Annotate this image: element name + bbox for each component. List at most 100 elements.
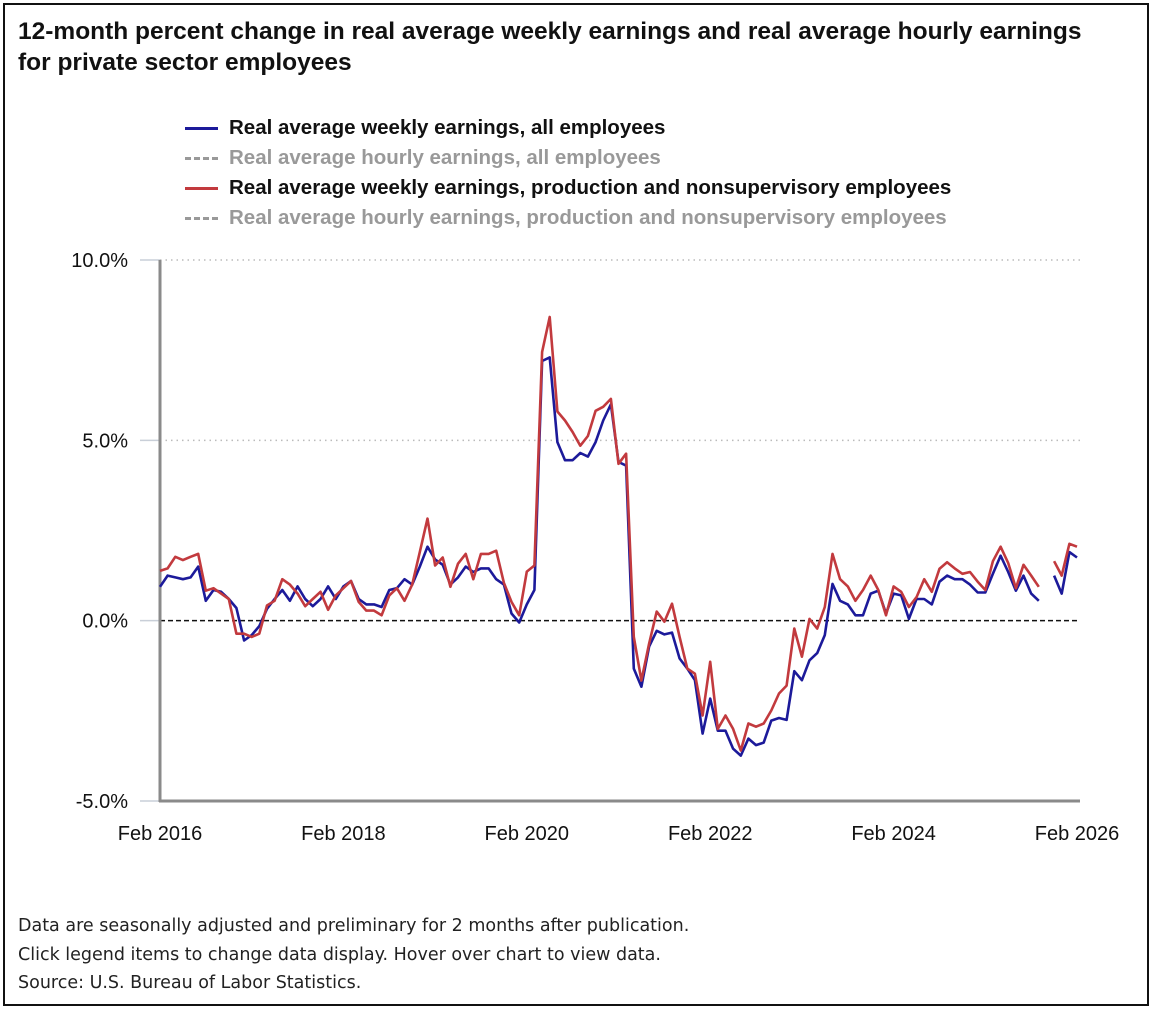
data-point[interactable] (745, 736, 751, 742)
data-point[interactable] (829, 551, 835, 557)
data-point[interactable] (1028, 573, 1034, 579)
data-point[interactable] (509, 599, 515, 605)
data-point[interactable] (539, 349, 545, 355)
data-point[interactable] (600, 417, 606, 423)
data-point[interactable] (402, 576, 408, 582)
data-point[interactable] (646, 641, 652, 647)
data-point[interactable] (554, 439, 560, 445)
data-point[interactable] (967, 569, 973, 575)
data-point[interactable] (593, 408, 599, 414)
data-point[interactable] (868, 591, 874, 597)
data-point[interactable] (967, 582, 973, 588)
data-point[interactable] (180, 576, 186, 582)
data-point[interactable] (929, 601, 935, 607)
data-point[interactable] (379, 612, 385, 618)
data-point[interactable] (860, 612, 866, 618)
series-line-0[interactable] (158, 356, 1078, 757)
data-point[interactable] (722, 713, 728, 719)
legend-item-weekly-all[interactable]: Real average weekly earnings, all employ… (185, 113, 665, 143)
data-point[interactable] (195, 551, 201, 557)
data-point[interactable] (394, 585, 400, 591)
data-point[interactable] (1028, 591, 1034, 597)
data-point[interactable] (936, 579, 942, 585)
data-point[interactable] (310, 603, 316, 609)
data-point[interactable] (241, 631, 247, 637)
data-point[interactable] (340, 585, 346, 591)
data-point[interactable] (791, 668, 797, 674)
data-point[interactable] (616, 461, 622, 467)
data-point[interactable] (707, 659, 713, 665)
data-point[interactable] (356, 599, 362, 605)
data-point[interactable] (608, 396, 614, 402)
data-point[interactable] (295, 591, 301, 597)
data-point[interactable] (188, 574, 194, 580)
data-point[interactable] (1074, 544, 1080, 550)
data-point[interactable] (531, 587, 537, 593)
data-point[interactable] (1051, 573, 1057, 579)
legend-item-hourly-all[interactable]: Real average hourly earnings, all employ… (185, 143, 661, 173)
data-point[interactable] (325, 607, 331, 613)
data-point[interactable] (1059, 591, 1065, 597)
data-point[interactable] (210, 585, 216, 591)
data-point[interactable] (738, 748, 744, 754)
data-point[interactable] (761, 740, 767, 746)
data-point[interactable] (486, 565, 492, 571)
data-point[interactable] (952, 565, 958, 571)
data-point[interactable] (837, 598, 843, 604)
data-point[interactable] (486, 551, 492, 557)
data-point[interactable] (998, 544, 1004, 550)
data-point[interactable] (822, 604, 828, 610)
data-point[interactable] (944, 559, 950, 565)
data-point[interactable] (440, 555, 446, 561)
data-point[interactable] (325, 583, 331, 589)
data-point[interactable] (348, 578, 354, 584)
data-point[interactable] (1036, 598, 1042, 604)
data-point[interactable] (898, 589, 904, 595)
data-point[interactable] (684, 666, 690, 672)
data-point[interactable] (753, 742, 759, 748)
data-point[interactable] (753, 724, 759, 730)
data-point[interactable] (722, 728, 728, 734)
data-point[interactable] (852, 612, 858, 618)
data-point[interactable] (1074, 555, 1080, 561)
data-point[interactable] (501, 580, 507, 586)
data-point[interactable] (875, 587, 881, 593)
data-point[interactable] (417, 549, 423, 555)
data-point[interactable] (906, 616, 912, 622)
data-point[interactable] (799, 654, 805, 660)
data-point[interactable] (593, 439, 599, 445)
data-point[interactable] (799, 677, 805, 683)
data-point[interactable] (1036, 584, 1042, 590)
data-point[interactable] (784, 683, 790, 689)
data-point[interactable] (478, 551, 484, 557)
data-point[interactable] (768, 718, 774, 724)
data-point[interactable] (707, 696, 713, 702)
data-point[interactable] (822, 632, 828, 638)
data-point[interactable] (975, 579, 981, 585)
data-point[interactable] (944, 573, 950, 579)
data-point[interactable] (226, 596, 232, 602)
data-point[interactable] (310, 596, 316, 602)
data-point[interactable] (165, 565, 171, 571)
data-point[interactable] (791, 626, 797, 632)
data-point[interactable] (1021, 562, 1027, 568)
data-point[interactable] (914, 594, 920, 600)
data-point[interactable] (402, 598, 408, 604)
data-point[interactable] (562, 417, 568, 423)
data-point[interactable] (661, 619, 667, 625)
data-point[interactable] (600, 404, 606, 410)
data-point[interactable] (218, 591, 224, 597)
data-point[interactable] (700, 731, 706, 737)
data-point[interactable] (287, 598, 293, 604)
data-point[interactable] (241, 638, 247, 644)
data-point[interactable] (906, 604, 912, 610)
data-point[interactable] (577, 443, 583, 449)
data-point[interactable] (447, 584, 453, 590)
data-point[interactable] (669, 630, 675, 636)
data-point[interactable] (562, 457, 568, 463)
data-point[interactable] (172, 554, 178, 560)
data-point[interactable] (478, 565, 484, 571)
data-point[interactable] (157, 568, 163, 574)
data-point[interactable] (852, 598, 858, 604)
data-point[interactable] (233, 605, 239, 611)
